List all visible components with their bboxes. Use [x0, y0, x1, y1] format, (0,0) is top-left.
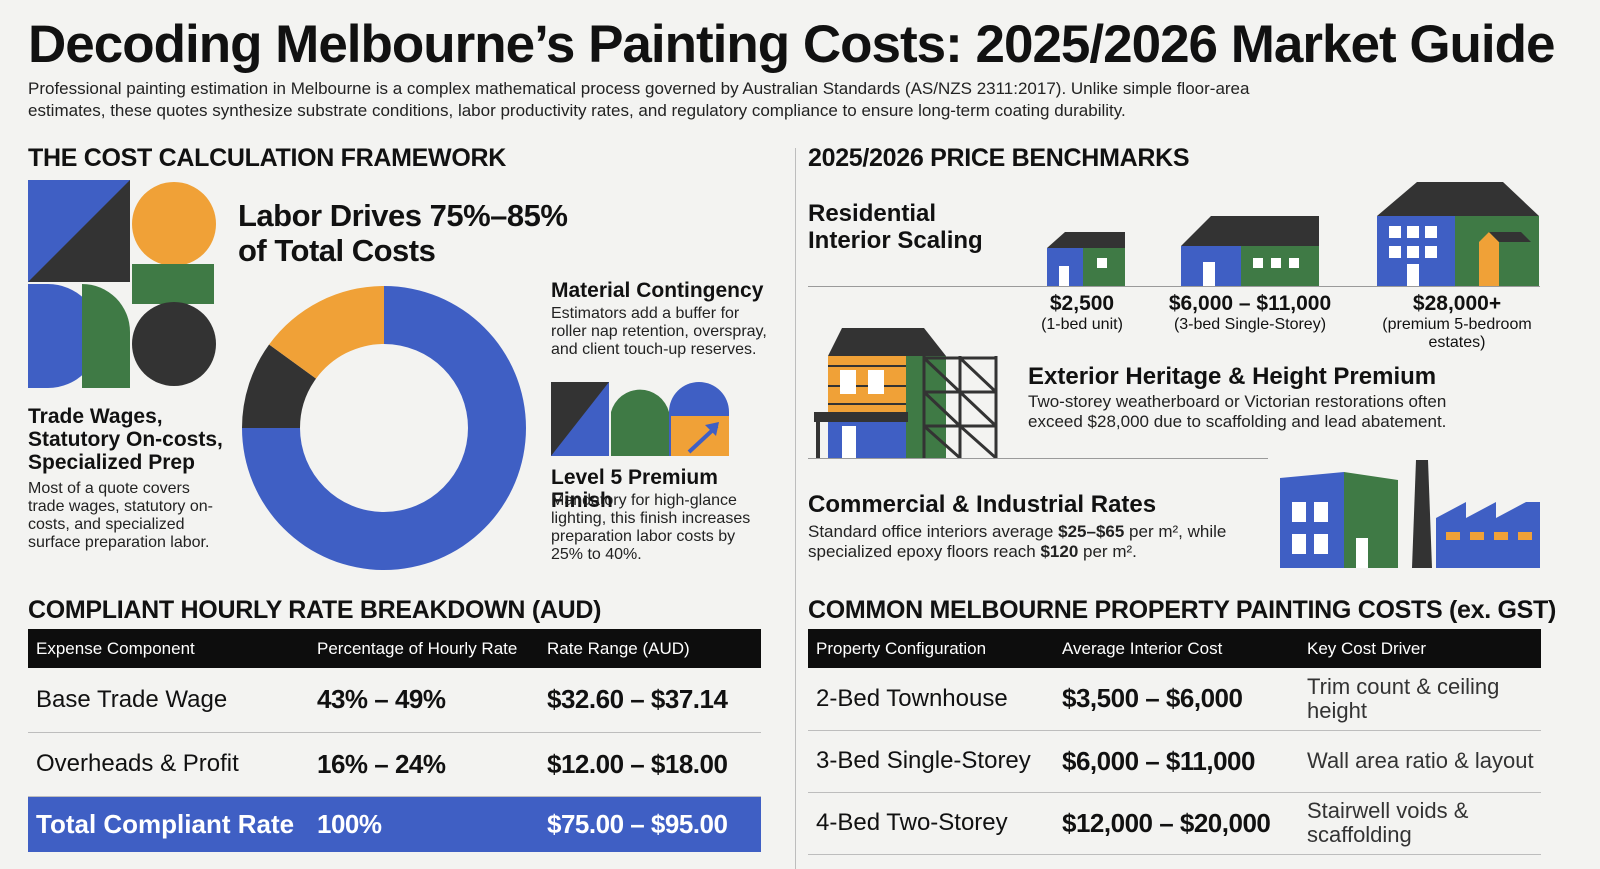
page-title: Decoding Melbourne’s Painting Costs: 202…	[28, 15, 1555, 74]
intro-text: Professional painting estimation in Melb…	[28, 79, 1250, 120]
property-heading: COMMON MELBOURNE PROPERTY PAINTING COSTS…	[808, 596, 1557, 624]
hourly-rate-table: Expense Component Percentage of Hourly R…	[28, 629, 761, 852]
framework-heading: THE COST CALCULATION FRAMEWORK	[28, 144, 506, 172]
hourly-heading: COMPLIANT HOURLY RATE BREAKDOWN (AUD)	[28, 596, 602, 624]
tier-3: $28,000+ (premium 5-bedroom estates)	[1372, 292, 1542, 352]
table-header-row: Property Configuration Average Interior …	[808, 629, 1541, 668]
tier-1: $2,500 (1-bed unit)	[1020, 292, 1144, 334]
table-total-row: Total Compliant Rate 100% $75.00 – $95.0…	[28, 796, 761, 852]
table-row: 4-Bed Two-Storey $12,000 – $20,000 Stair…	[808, 792, 1541, 855]
cell-component: Total Compliant Rate	[28, 796, 309, 852]
exterior-text: Two-storey weatherboard or Victorian res…	[1028, 392, 1447, 431]
heritage-house-scaffold-icon	[814, 328, 998, 460]
cell-configuration: 4-Bed Two-Storey	[808, 792, 1054, 855]
cell-component: Base Trade Wage	[28, 668, 309, 733]
cell-rate: $12.00 – $18.00	[539, 732, 761, 797]
commercial-industrial-icon	[1280, 460, 1540, 568]
residential-baseline	[808, 286, 1540, 287]
column-header: Expense Component	[28, 629, 309, 668]
cell-rate: $75.00 – $95.00	[539, 796, 761, 852]
cell-percentage: 43% – 49%	[309, 668, 539, 733]
tier-desc: (3-bed Single-Storey)	[1173, 316, 1327, 333]
commercial-text: Standard office interiors average $25–$6…	[808, 522, 1227, 561]
level5-title: Level 5 Premium Finish	[551, 466, 718, 512]
trade-title: Trade Wages, Statutory On-costs, Special…	[28, 405, 223, 474]
tier-price: $6,000 – $11,000	[1168, 292, 1332, 315]
benchmarks-heading: 2025/2026 PRICE BENCHMARKS	[808, 144, 1190, 172]
table-row: 2-Bed Townhouse $3,500 – $6,000 Trim cou…	[808, 668, 1541, 731]
commercial-title: Commercial & Industrial Rates	[808, 491, 1157, 518]
column-header: Key Cost Driver	[1299, 629, 1541, 668]
cell-cost-driver: Wall area ratio & layout	[1299, 730, 1541, 793]
table-header-row: Expense Component Percentage of Hourly R…	[28, 629, 761, 668]
cell-rate: $32.60 – $37.14	[539, 668, 761, 733]
cell-configuration: 2-Bed Townhouse	[808, 668, 1054, 731]
donut-slice-2	[269, 286, 384, 379]
cell-cost-driver: Trim count & ceiling height	[1299, 668, 1541, 731]
cell-percentage: 16% – 24%	[309, 732, 539, 797]
cell-average-cost: $3,500 – $6,000	[1054, 668, 1299, 731]
labor-title: Labor Drives 75%–85% of Total Costs	[238, 198, 568, 268]
material-text: Estimators add a buffer for roller nap r…	[551, 305, 767, 358]
property-cost-table: Property Configuration Average Interior …	[808, 629, 1541, 855]
column-header: Property Configuration	[808, 629, 1054, 668]
house-scale-icons	[1047, 182, 1539, 286]
cell-average-cost: $6,000 – $11,000	[1054, 730, 1299, 793]
commercial-rate-office: $25–$65	[1058, 522, 1125, 541]
table-row: Base Trade Wage 43% – 49% $32.60 – $37.1…	[28, 668, 761, 733]
cell-component: Overheads & Profit	[28, 732, 309, 797]
exterior-baseline	[808, 458, 1268, 459]
column-header: Rate Range (AUD)	[539, 629, 761, 668]
table-row: 3-Bed Single-Storey $6,000 – $11,000 Wal…	[808, 730, 1541, 793]
residential-title: Residential Interior Scaling	[808, 200, 983, 254]
exterior-title: Exterior Heritage & Height Premium	[1028, 363, 1437, 390]
donut-slice-0	[242, 286, 526, 570]
tier-2: $6,000 – $11,000 (3-bed Single-Storey)	[1160, 292, 1340, 334]
column-header: Average Interior Cost	[1054, 629, 1299, 668]
labor-donut-chart	[242, 286, 526, 570]
commercial-rate-epoxy: $120	[1040, 542, 1079, 561]
donut-slice-1	[242, 344, 317, 428]
column-divider	[795, 148, 796, 869]
tier-price: $2,500	[1049, 292, 1115, 315]
tier-price: $28,000+	[1412, 292, 1502, 315]
table-row: Overheads & Profit 16% – 24% $12.00 – $1…	[28, 732, 761, 797]
material-title: Material Contingency	[551, 279, 764, 302]
cell-average-cost: $12,000 – $20,000	[1054, 792, 1299, 855]
cell-configuration: 3-Bed Single-Storey	[808, 730, 1054, 793]
cell-cost-driver: Stairwell voids & scaffolding	[1299, 792, 1541, 855]
trade-text: Most of a quote covers trade wages, stat…	[28, 480, 213, 551]
donut-slices	[242, 286, 526, 570]
level5-arrow-icon	[551, 382, 729, 456]
level5-text: Mandatory for high-glance lighting, this…	[551, 492, 751, 563]
tier-desc: (premium 5-bedroom estates)	[1382, 316, 1532, 351]
column-header: Percentage of Hourly Rate	[309, 629, 539, 668]
tier-desc: (1-bed unit)	[1041, 316, 1123, 333]
cell-percentage: 100%	[309, 796, 539, 852]
geometric-shapes-icon	[28, 180, 216, 388]
